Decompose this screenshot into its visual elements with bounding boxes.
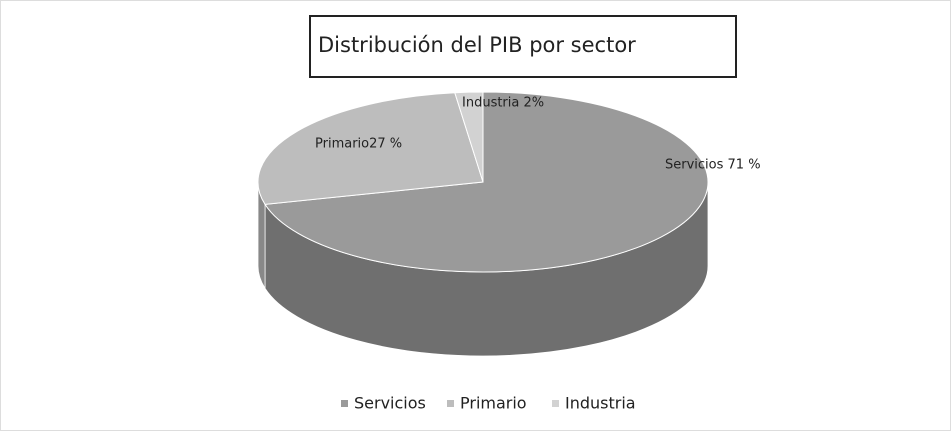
title-box (309, 15, 737, 78)
data-label: Industria 2% (462, 96, 544, 111)
legend-label: Industria (565, 394, 636, 413)
legend-swatch (552, 400, 559, 407)
pie-slice (257, 92, 484, 205)
data-label: Primario27 % (315, 137, 402, 152)
pie-slice (264, 91, 709, 273)
legend-label: Servicios (354, 394, 426, 413)
data-label: Servicios 71 % (665, 158, 761, 173)
pie-slice (454, 91, 484, 183)
legend-swatch (341, 400, 348, 407)
legend-label: Primario (460, 394, 527, 413)
chart-title: Distribución del PIB por sector (318, 33, 636, 57)
legend-swatch (447, 400, 454, 407)
